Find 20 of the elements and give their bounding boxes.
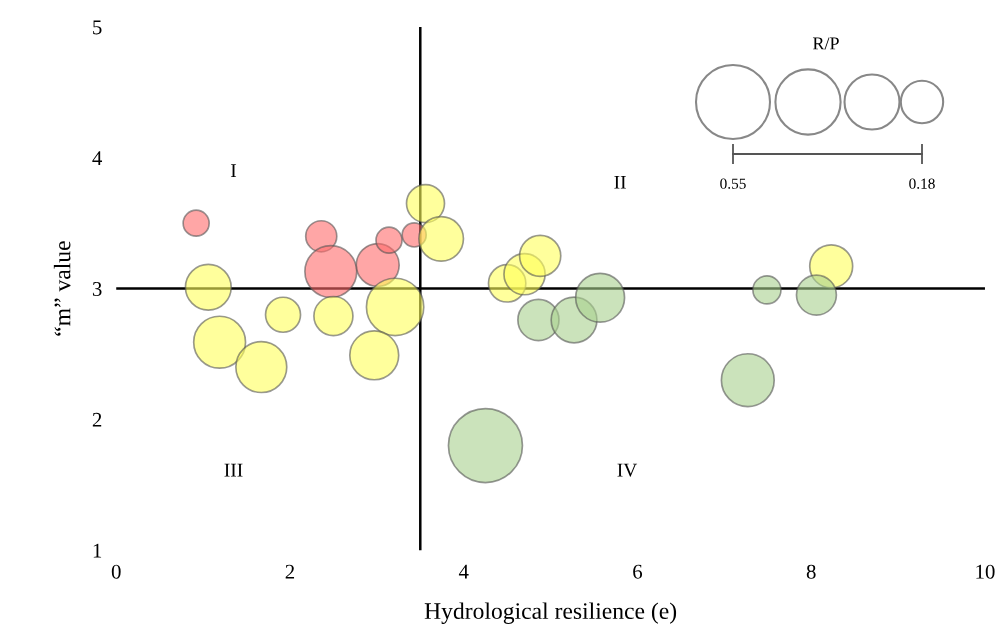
y-tick-label: 5 (93, 20, 102, 35)
annotation: I (230, 164, 237, 178)
annotation: IV (617, 463, 638, 477)
y-axis-title: “m” value (53, 241, 71, 336)
annotation: III (224, 463, 243, 477)
y-tick-label: 3 (92, 282, 102, 297)
x-axis-title: Hydrological resilience (e) (424, 602, 677, 624)
x-tick-label: 8 (806, 564, 816, 579)
x-tick-label: 10 (976, 564, 995, 579)
legend-label: 0.18 (909, 178, 935, 189)
legend-label: 0.55 (720, 178, 746, 189)
x-tick-label: 2 (285, 564, 295, 579)
y-tick-label: 1 (93, 543, 102, 558)
y-tick-label: 4 (92, 151, 103, 165)
y-tick-label: 2 (92, 412, 102, 427)
legend-title: R/P (812, 37, 839, 50)
x-tick-label: 6 (633, 564, 643, 579)
x-tick-label: 0 (111, 564, 121, 579)
x-tick-label: 4 (458, 564, 469, 579)
annotation: II (614, 175, 626, 189)
